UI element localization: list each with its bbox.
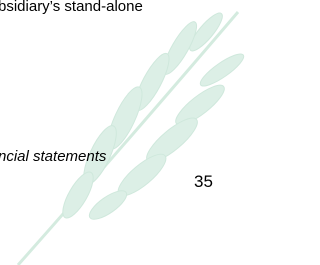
wheat-watermark: [0, 0, 282, 265]
text-line: bsidiary’s stand-alone: [0, 0, 143, 15]
page: {"document": {"lines": ["bsidiary’s stan…: [0, 0, 282, 265]
text-line: ncial statements: [0, 148, 106, 165]
stem: [18, 12, 238, 265]
wheat: [18, 9, 247, 265]
leaf: [85, 186, 130, 224]
leaf: [197, 49, 248, 90]
page-number: 35: [194, 172, 213, 192]
